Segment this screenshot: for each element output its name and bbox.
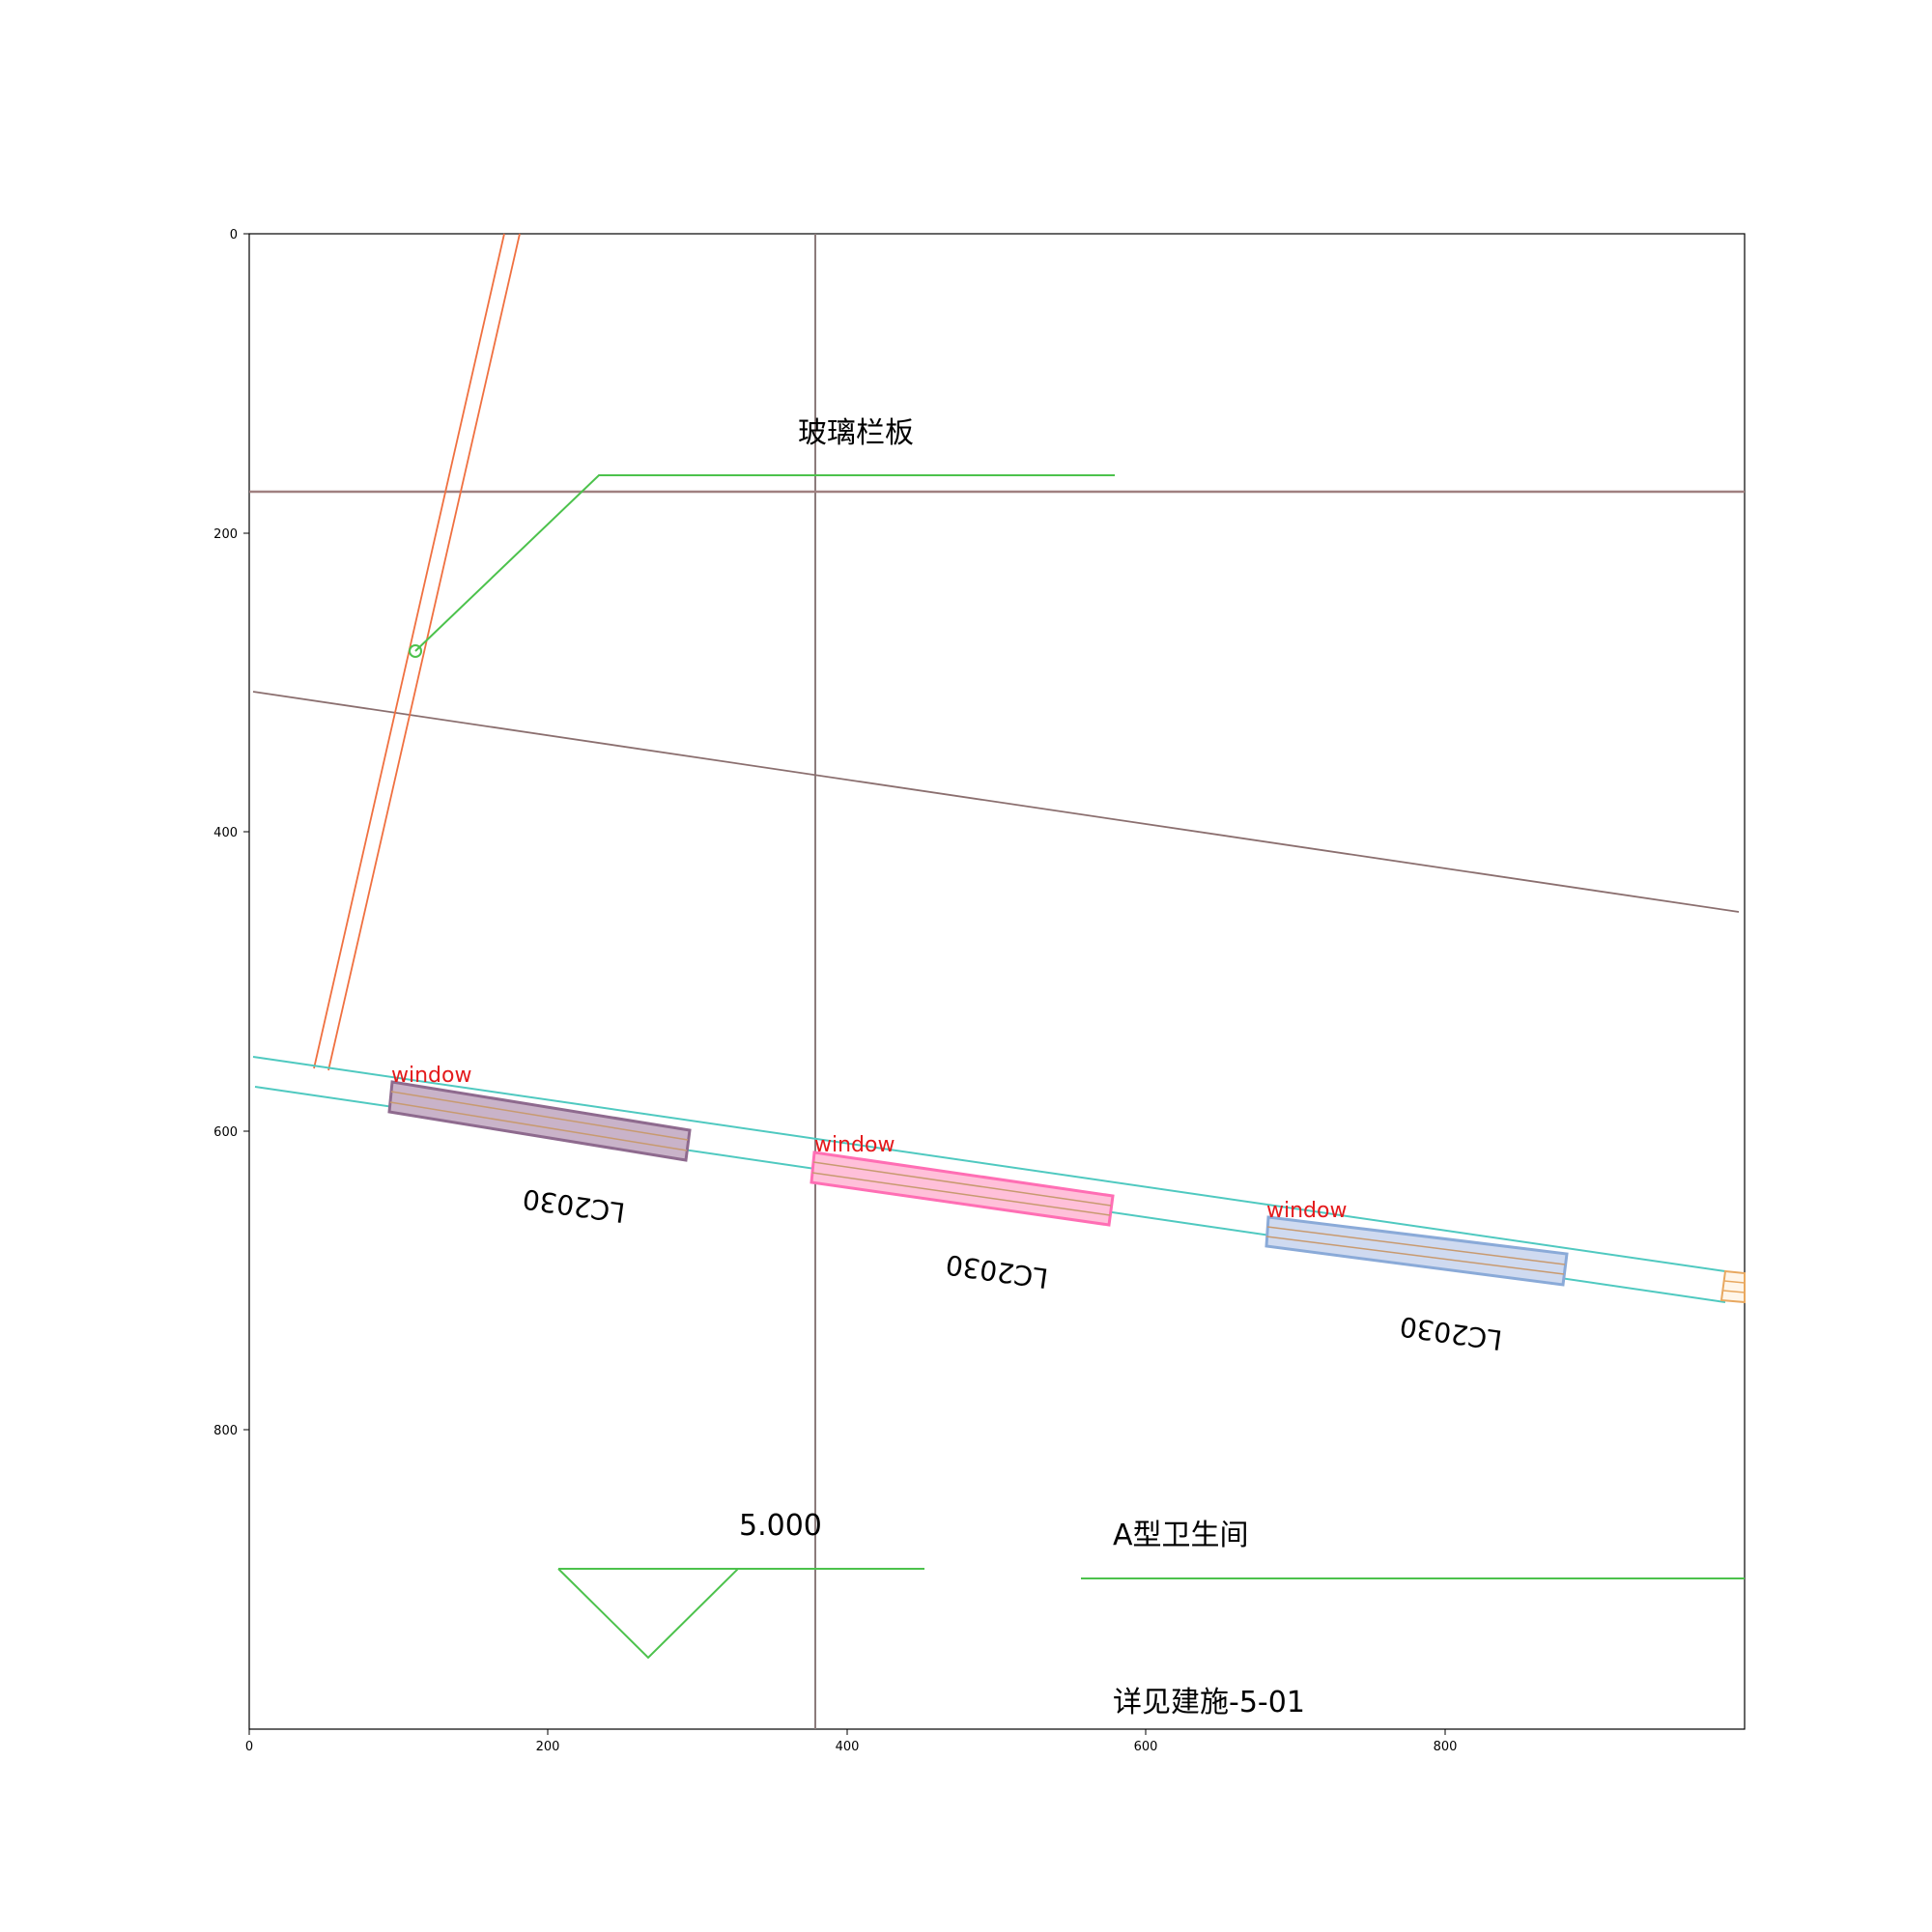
y-tick-label: 600 [213, 1125, 238, 1140]
window-1-glazing-line [389, 1101, 688, 1151]
window-3-code: LC2030 [1398, 1310, 1504, 1355]
glass-railing-leader [414, 474, 1115, 652]
window-1[interactable]: window LC2030 [387, 1064, 692, 1229]
x-tick-label: 400 [836, 1740, 860, 1754]
window-1-code: LC2030 [521, 1182, 627, 1228]
window-3-glazing-line [1266, 1226, 1566, 1265]
glass-railing-label: 玻璃栏板 [798, 416, 914, 450]
x-axis: 0 200 400 600 800 [245, 1729, 1458, 1754]
leader-anchor-circle [409, 644, 422, 658]
y-axis: 0 200 400 600 800 [213, 228, 249, 1438]
y-tick-label: 400 [213, 826, 238, 840]
window-2-glazing-line [811, 1172, 1111, 1216]
bathroom-type-label: A型卫生间 [1113, 1519, 1249, 1552]
window-2-code: LC2030 [944, 1248, 1050, 1293]
window-partial-right [1719, 1269, 1746, 1304]
x-tick-label: 0 [245, 1740, 253, 1754]
wall-outer-line [252, 1056, 1726, 1272]
x-tick-label: 600 [1134, 1740, 1158, 1754]
partial-window-frame [1719, 1269, 1746, 1304]
window-1-label: window [391, 1064, 471, 1088]
diagonal-wall-line [327, 233, 521, 1071]
window-3-glazing-line [1265, 1236, 1565, 1275]
y-tick-label: 800 [213, 1424, 238, 1438]
y-tick-label: 200 [213, 527, 238, 542]
window-3-frame [1264, 1215, 1569, 1287]
window-2-frame [810, 1151, 1115, 1227]
window-2[interactable]: window LC2030 [810, 1133, 1115, 1294]
reference-label: 详见建施-5-01 [1113, 1686, 1305, 1719]
x-tick-label: 800 [1434, 1740, 1458, 1754]
x-tick-label: 200 [536, 1740, 560, 1754]
plot-frame [248, 233, 1746, 1730]
window-2-glazing-line [812, 1161, 1112, 1207]
y-tick-label: 0 [230, 228, 238, 242]
window-1-glazing-line [390, 1091, 689, 1141]
sloped-beam-line [252, 691, 1740, 913]
elevation-symbol [557, 1568, 741, 1660]
window-3[interactable]: window LC2030 [1264, 1199, 1569, 1356]
window-3-label: window [1266, 1199, 1347, 1223]
elevation-value: 5.000 [739, 1509, 822, 1543]
window-1-frame [387, 1080, 692, 1162]
window-2-label: window [814, 1133, 895, 1157]
drawing-content: 玻璃栏板 window LC2030 window LC2030 window … [249, 233, 1746, 1729]
